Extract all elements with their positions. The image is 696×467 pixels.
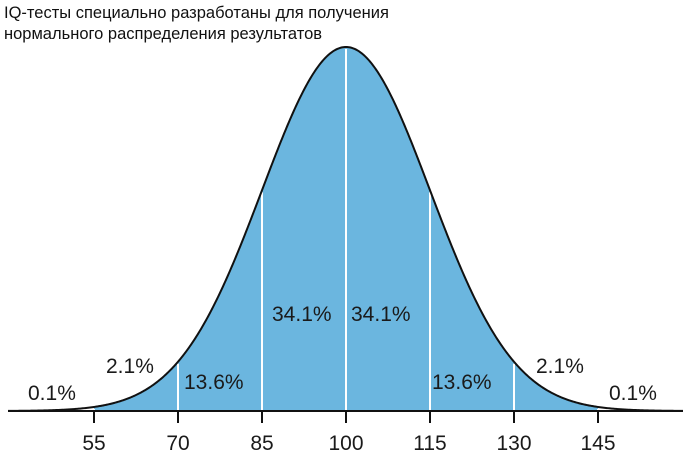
x-axis-ticks [93, 411, 599, 423]
tick-label-55: 55 [82, 432, 105, 455]
percent-label-left-34: 34.1% [272, 303, 332, 326]
tick-label-145: 145 [580, 432, 615, 455]
percent-label-far-left: 0.1% [28, 382, 76, 405]
chart-title-line-1: IQ-тесты специально разработаны для полу… [4, 4, 389, 22]
tick-label-130: 130 [496, 432, 531, 455]
tick-label-70: 70 [166, 432, 189, 455]
percent-label-right-13: 13.6% [432, 371, 492, 394]
percent-label-far-right: 0.1% [609, 382, 657, 405]
tick-label-100: 100 [328, 432, 363, 455]
percent-label-right-34: 34.1% [351, 303, 411, 326]
sigma-dividers [93, 49, 599, 411]
percent-label-left-13: 13.6% [184, 371, 244, 394]
tick-label-115: 115 [413, 432, 446, 455]
percent-label-right-2: 2.1% [536, 355, 584, 378]
percent-label-left-2: 2.1% [106, 355, 154, 378]
tick-label-85: 85 [250, 432, 273, 455]
bell-curve-line [7, 45, 683, 412]
chart-title: IQ-тесты специально разработаны для полу… [4, 3, 389, 45]
chart-title-line-2: нормального распределения результатов [4, 25, 323, 43]
